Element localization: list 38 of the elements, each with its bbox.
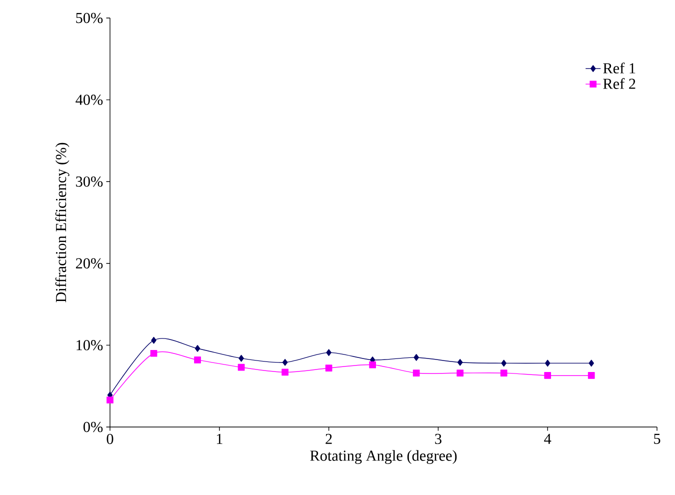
point (194, 356, 201, 364)
point (106, 396, 114, 404)
point (194, 345, 200, 352)
point (544, 360, 550, 367)
y-tick-label: 10% (76, 340, 103, 350)
x-tick-label: 2 (326, 434, 332, 444)
point (150, 350, 158, 357)
point (500, 370, 508, 376)
point (151, 336, 156, 344)
point (326, 349, 332, 356)
point (414, 354, 419, 361)
point (325, 364, 332, 372)
point (544, 372, 552, 379)
point (282, 358, 288, 366)
y-tick-label: 0% (83, 422, 103, 432)
point (282, 368, 288, 376)
y-tick-label: 50% (76, 12, 103, 24)
point (412, 370, 420, 376)
x-tick-label: 4 (544, 434, 552, 444)
x-tick-label: 1 (216, 434, 222, 444)
x-axis-title: Rotating Angle (degree) (310, 450, 457, 464)
point (456, 370, 464, 376)
point (238, 364, 245, 371)
point (238, 354, 244, 362)
point (588, 360, 594, 367)
y-tick-label: 30% (76, 176, 103, 187)
point (369, 361, 376, 368)
y-tick-label: 40% (76, 94, 103, 105)
legend-label: Ref 1 (603, 62, 636, 74)
point (588, 372, 595, 379)
point (457, 358, 463, 366)
y-axis-title: Diffraction Efficiency (%) (55, 142, 70, 302)
x-tick-label: 0 (106, 434, 114, 444)
y-tick-label: 20% (76, 258, 103, 269)
legend-label: Ref 2 (603, 78, 636, 89)
x-tick-label: 3 (435, 434, 442, 444)
point (501, 360, 507, 367)
x-tick-label: 5 (654, 434, 660, 444)
